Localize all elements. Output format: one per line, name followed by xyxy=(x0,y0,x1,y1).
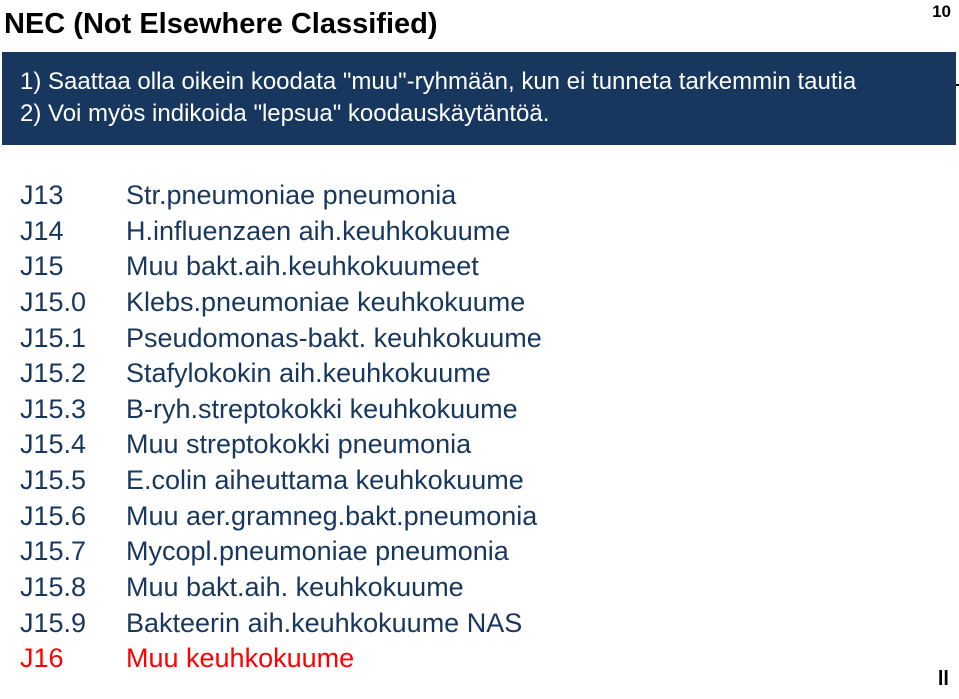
code-list: J13Str.pneumoniae pneumoniaJ14H.influenz… xyxy=(20,178,940,677)
code-value: Pseudomonas-bakt. keuhkokuume xyxy=(126,321,542,357)
code-row: J15.8Muu bakt.aih. keuhkokuume xyxy=(20,570,940,606)
code-key: J15.6 xyxy=(20,499,126,535)
code-value: Muu aer.gramneg.bakt.pneumonia xyxy=(126,499,537,535)
code-row: J15.9Bakteerin aih.keuhkokuume NAS xyxy=(20,606,940,642)
code-value: Str.pneumoniae pneumonia xyxy=(126,178,456,214)
code-value: Muu bakt.aih. keuhkokuume xyxy=(126,570,464,606)
code-row: J15.0Klebs.pneumoniae keuhkokuume xyxy=(20,285,940,321)
code-value: Mycopl.pneumoniae pneumonia xyxy=(126,534,509,570)
code-key: J15.7 xyxy=(20,534,126,570)
code-key: J15.0 xyxy=(20,285,126,321)
code-value: B-ryh.streptokokki keuhkokuume xyxy=(126,392,518,428)
code-row: J15.3B-ryh.streptokokki keuhkokuume xyxy=(20,392,940,428)
code-value: Muu keuhkokuume xyxy=(126,641,354,677)
code-row: J15.5E.colin aiheuttama keuhkokuume xyxy=(20,463,940,499)
code-value: Bakteerin aih.keuhkokuume NAS xyxy=(126,606,522,642)
code-row: J14H.influenzaen aih.keuhkokuume xyxy=(20,214,940,250)
box-line-2: 2) Voi myös indikoida "lepsua" koodauskä… xyxy=(20,98,938,130)
code-key: J13 xyxy=(20,178,126,214)
code-row: J15.6Muu aer.gramneg.bakt.pneumonia xyxy=(20,499,940,535)
code-row: J15.2Stafylokokin aih.keuhkokuume xyxy=(20,356,940,392)
code-key: J15.2 xyxy=(20,356,126,392)
code-key: J15.5 xyxy=(20,463,126,499)
code-value: Muu bakt.aih.keuhkokuumeet xyxy=(126,249,479,285)
code-row: J16Muu keuhkokuume xyxy=(20,641,940,677)
page-number: 10 xyxy=(932,2,951,22)
code-row: J15Muu bakt.aih.keuhkokuumeet xyxy=(20,249,940,285)
code-row: J15.7Mycopl.pneumoniae pneumonia xyxy=(20,534,940,570)
code-key: J15.1 xyxy=(20,321,126,357)
code-value: Stafylokokin aih.keuhkokuume xyxy=(126,356,491,392)
code-key: J15.4 xyxy=(20,427,126,463)
code-key: J15.3 xyxy=(20,392,126,428)
code-key: J15.9 xyxy=(20,606,126,642)
code-row: J13Str.pneumoniae pneumonia xyxy=(20,178,940,214)
code-key: J15.8 xyxy=(20,570,126,606)
code-key: J14 xyxy=(20,214,126,250)
box-line-1: 1) Saattaa olla oikein koodata "muu"-ryh… xyxy=(20,66,938,98)
slide-container: NEC (Not Elsewhere Classified) 10 1) Saa… xyxy=(0,0,959,699)
code-row: J15.1Pseudomonas-bakt. keuhkokuume xyxy=(20,321,940,357)
code-key: J15 xyxy=(20,249,126,285)
code-value: E.colin aiheuttama keuhkokuume xyxy=(126,463,524,499)
code-key: J16 xyxy=(20,641,126,677)
code-value: Klebs.pneumoniae keuhkokuume xyxy=(126,285,525,321)
code-row: J15.4Muu streptokokki pneumonia xyxy=(20,427,940,463)
footer-fragment: ll xyxy=(938,668,949,691)
code-value: H.influenzaen aih.keuhkokuume xyxy=(126,214,510,250)
highlight-box: 1) Saattaa olla oikein koodata "muu"-ryh… xyxy=(2,52,956,145)
code-value: Muu streptokokki pneumonia xyxy=(126,427,471,463)
slide-title: NEC (Not Elsewhere Classified) xyxy=(4,8,438,41)
